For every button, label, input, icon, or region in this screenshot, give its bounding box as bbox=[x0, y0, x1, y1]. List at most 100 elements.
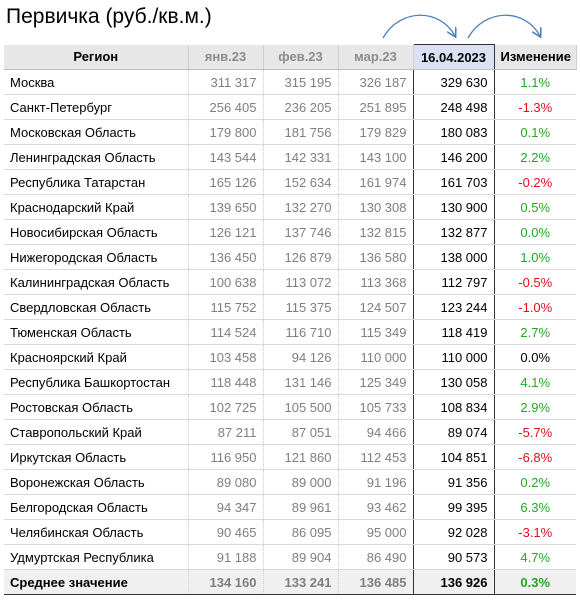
mar-value-cell: 136 485 bbox=[338, 569, 414, 595]
region-cell: Московская Область bbox=[4, 119, 189, 145]
table-row: Калининградская Область 100 638 113 072 113… bbox=[4, 269, 576, 295]
change-value-cell: 4.7% bbox=[494, 544, 576, 570]
mar-value-cell: 105 733 bbox=[338, 394, 414, 420]
mar-value-cell: 125 349 bbox=[338, 369, 414, 395]
table-row: Челябинская Область 90 465 86 095 95 000 92 … bbox=[4, 519, 576, 545]
change-value-cell: 1.1% bbox=[494, 69, 576, 95]
mar-value-cell: 161 974 bbox=[338, 169, 414, 195]
jan-value-cell: 114 524 bbox=[188, 319, 264, 345]
change-value-cell: 2.9% bbox=[494, 394, 576, 420]
table-row: Ростовская Область 102 725 105 500 105 733 1… bbox=[4, 394, 576, 420]
region-cell: Белгородская Область bbox=[4, 494, 189, 520]
current-value-cell: 99 395 bbox=[412, 494, 495, 520]
current-value-cell: 91 356 bbox=[412, 469, 495, 495]
jan-value-cell: 103 458 bbox=[188, 344, 264, 370]
table-row: Красноярский Край 103 458 94 126 110 000 110… bbox=[4, 344, 576, 370]
region-cell: Санкт-Петербург bbox=[4, 94, 189, 120]
change-value-cell: -0.5% bbox=[494, 269, 576, 295]
feb-value-cell: 89 904 bbox=[263, 544, 339, 570]
mar-value-cell: 326 187 bbox=[338, 69, 414, 95]
feb-value-cell: 131 146 bbox=[263, 369, 339, 395]
change-value-cell: 1.0% bbox=[494, 244, 576, 270]
region-cell: Москва bbox=[4, 69, 189, 95]
jan-value-cell: 118 448 bbox=[188, 369, 264, 395]
table-row: Свердловская Область 115 752 115 375 124 50… bbox=[4, 294, 576, 320]
table-row: Республика Башкортостан 118 448 131 146 125… bbox=[4, 369, 576, 395]
region-cell: Тюменская Область bbox=[4, 319, 189, 345]
table-row: Иркутская Область 116 950 121 860 112 453 10… bbox=[4, 444, 576, 470]
mar-value-cell: 124 507 bbox=[338, 294, 414, 320]
jan-value-cell: 115 752 bbox=[188, 294, 264, 320]
jan-value-cell: 100 638 bbox=[188, 269, 264, 295]
region-cell: Удмуртская Республика bbox=[4, 544, 189, 570]
page-title: Первичка (руб./кв.м.) bbox=[6, 5, 212, 28]
price-table: Регион янв.23 фев.23 мар.23 16.04.2023 И… bbox=[4, 44, 577, 595]
change-value-cell: -6.8% bbox=[494, 444, 576, 470]
current-value-cell: 110 000 bbox=[412, 344, 495, 370]
current-value-cell: 329 630 bbox=[412, 69, 495, 95]
jan-value-cell: 116 950 bbox=[188, 444, 264, 470]
feb-value-cell: 126 879 bbox=[263, 244, 339, 270]
mar-value-cell: 95 000 bbox=[338, 519, 414, 545]
feb-value-cell: 116 710 bbox=[263, 319, 339, 345]
change-value-cell: -0.2% bbox=[494, 169, 576, 195]
mar-value-cell: 179 829 bbox=[338, 119, 414, 145]
current-value-cell: 132 877 bbox=[412, 219, 495, 245]
mar-value-cell: 136 580 bbox=[338, 244, 414, 270]
feb-value-cell: 89 000 bbox=[263, 469, 339, 495]
region-cell: Красноярский Край bbox=[4, 344, 189, 370]
feb-value-cell: 115 375 bbox=[263, 294, 339, 320]
mar-value-cell: 143 100 bbox=[338, 144, 414, 170]
change-value-cell: 2.7% bbox=[494, 319, 576, 345]
jan-value-cell: 90 465 bbox=[188, 519, 264, 545]
current-value-cell: 92 028 bbox=[412, 519, 495, 545]
jan-value-cell: 89 080 bbox=[188, 469, 264, 495]
jan-value-cell: 311 317 bbox=[188, 69, 264, 95]
mar-value-cell: 94 466 bbox=[338, 419, 414, 445]
mar-value-cell: 113 368 bbox=[338, 269, 414, 295]
header-jan: янв.23 bbox=[188, 44, 264, 70]
region-cell: Ростовская Область bbox=[4, 394, 189, 420]
region-cell: Воронежская Область bbox=[4, 469, 189, 495]
change-value-cell: 0.5% bbox=[494, 194, 576, 220]
feb-value-cell: 121 860 bbox=[263, 444, 339, 470]
feb-value-cell: 87 051 bbox=[263, 419, 339, 445]
feb-value-cell: 86 095 bbox=[263, 519, 339, 545]
region-cell: Нижегородская Область bbox=[4, 244, 189, 270]
change-value-cell: -3.1% bbox=[494, 519, 576, 545]
table-row: Санкт-Петербург 256 405 236 205 251 895 248 … bbox=[4, 94, 576, 120]
jan-value-cell: 165 126 bbox=[188, 169, 264, 195]
jan-value-cell: 256 405 bbox=[188, 94, 264, 120]
current-value-cell: 130 058 bbox=[412, 369, 495, 395]
mar-value-cell: 130 308 bbox=[338, 194, 414, 220]
table-row: Московская Область 179 800 181 756 179 829 1… bbox=[4, 119, 576, 145]
table-row: Ленинградская Область 143 544 142 331 143 1… bbox=[4, 144, 576, 170]
feb-value-cell: 113 072 bbox=[263, 269, 339, 295]
jan-value-cell: 136 450 bbox=[188, 244, 264, 270]
change-value-cell: 0.1% bbox=[494, 119, 576, 145]
mar-value-cell: 112 453 bbox=[338, 444, 414, 470]
change-value-cell: -1.0% bbox=[494, 294, 576, 320]
current-value-cell: 89 074 bbox=[412, 419, 495, 445]
table-row: Тюменская Область 114 524 116 710 115 349 11… bbox=[4, 319, 576, 345]
change-value-cell: 0.2% bbox=[494, 469, 576, 495]
region-cell: Ленинградская Область bbox=[4, 144, 189, 170]
arrow-to-current-icon bbox=[382, 14, 455, 38]
mar-value-cell: 132 815 bbox=[338, 219, 414, 245]
region-cell: Ставропольский Край bbox=[4, 419, 189, 445]
mar-value-cell: 91 196 bbox=[338, 469, 414, 495]
current-value-cell: 90 573 bbox=[412, 544, 495, 570]
feb-value-cell: 105 500 bbox=[263, 394, 339, 420]
jan-value-cell: 94 347 bbox=[188, 494, 264, 520]
feb-value-cell: 89 961 bbox=[263, 494, 339, 520]
region-cell: Республика Башкортостан bbox=[4, 369, 189, 395]
feb-value-cell: 132 270 bbox=[263, 194, 339, 220]
region-cell: Иркутская Область bbox=[4, 444, 189, 470]
header-region: Регион bbox=[4, 44, 189, 70]
region-cell: Краснодарский Край bbox=[4, 194, 189, 220]
arrow-to-change-icon bbox=[467, 14, 540, 38]
current-value-cell: 161 703 bbox=[412, 169, 495, 195]
feb-value-cell: 94 126 bbox=[263, 344, 339, 370]
region-cell: Челябинская Область bbox=[4, 519, 189, 545]
change-value-cell: -1.3% bbox=[494, 94, 576, 120]
